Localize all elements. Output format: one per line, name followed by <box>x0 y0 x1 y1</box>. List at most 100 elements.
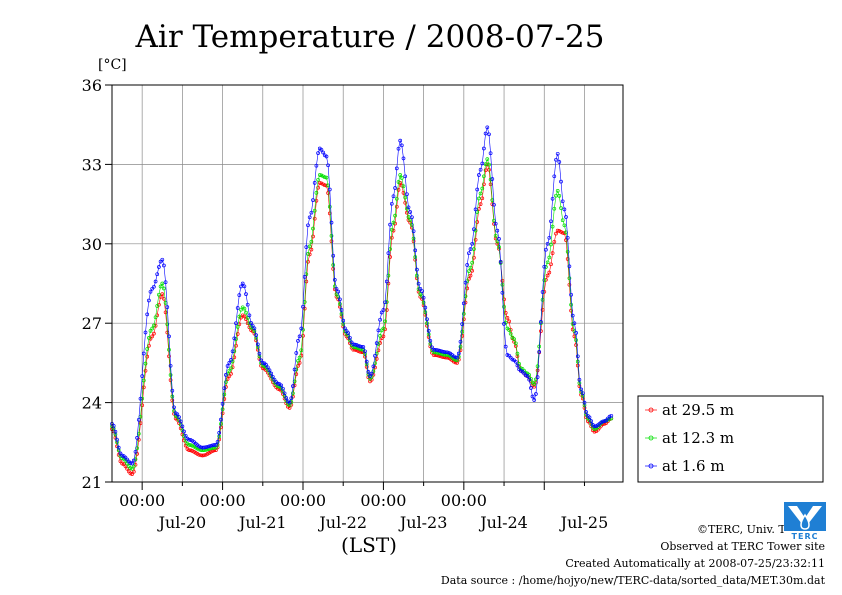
series-1-point-29 <box>158 284 163 289</box>
series-2-point-231 <box>497 237 501 241</box>
series-2-point-135 <box>336 289 341 294</box>
series-2-point-80 <box>244 292 248 296</box>
series-1-point-163 <box>383 319 387 324</box>
x-day-label-3: Jul-23 <box>398 513 448 532</box>
series-2-point-22 <box>147 298 151 303</box>
series-2-point-28 <box>157 265 161 269</box>
series-2-point-15 <box>135 436 139 440</box>
series-2-point-188 <box>425 317 429 322</box>
series-2-point-85 <box>252 326 257 331</box>
series-1-point-214 <box>468 265 473 270</box>
series-1-point-186 <box>421 300 426 305</box>
series-2-point-146 <box>354 343 359 347</box>
series-0-point-114 <box>301 333 305 338</box>
series-1-point-108 <box>291 391 295 396</box>
series-1-point-4 <box>116 448 121 453</box>
series-0-point-164 <box>384 308 389 312</box>
series-2-point-14 <box>133 449 138 454</box>
series-2-point-17 <box>138 396 143 401</box>
series-2-point-268 <box>559 179 563 184</box>
series-1-point-260 <box>545 260 550 265</box>
series-0-point-75 <box>235 332 240 336</box>
series-2-point-155 <box>369 371 374 376</box>
series-1-point-162 <box>381 326 386 331</box>
series-0-point-74 <box>234 343 238 348</box>
series-1-point-111 <box>296 358 300 363</box>
series-2-point-21 <box>145 312 150 317</box>
series-2-point-249 <box>527 377 532 382</box>
series-2-point-132 <box>331 253 336 258</box>
series-2-point-165 <box>386 251 391 255</box>
x-day-label-5: Jul-25 <box>559 513 609 532</box>
series-0-point-21 <box>145 354 150 359</box>
series-0-point-212 <box>465 286 470 291</box>
series-2-point-36 <box>170 388 175 393</box>
series-1-point-238 <box>508 331 513 336</box>
series-2-point-229 <box>493 221 498 226</box>
series-0-point-129 <box>326 191 330 195</box>
y-tick-label-1: 24 <box>82 394 102 413</box>
series-2-point-200 <box>445 350 449 355</box>
series-2-point-82 <box>247 313 252 318</box>
series-2-point-253 <box>534 392 538 396</box>
series-1-point-211 <box>463 294 468 299</box>
series-2-point-178 <box>408 210 413 214</box>
series-1-point-241 <box>513 341 518 346</box>
series-1-point-117 <box>306 252 310 256</box>
series-2-point-110 <box>294 351 299 355</box>
series-2-point-4 <box>116 445 121 450</box>
series-0-point-67 <box>222 397 227 401</box>
series-2-point-96 <box>270 374 275 379</box>
series-2-point-217 <box>473 207 478 212</box>
series-2-point-150 <box>361 345 366 349</box>
series-layer <box>110 125 614 476</box>
series-2-point-278 <box>575 354 580 359</box>
series-2-point-236 <box>505 353 510 357</box>
series-2-point-125 <box>319 147 324 152</box>
series-2-point-81 <box>245 302 250 307</box>
y-axis-ticks: 21 24 27 30 33 36 <box>82 76 112 492</box>
series-2-point-208 <box>458 339 463 344</box>
series-1-point-128 <box>324 175 329 180</box>
series-2-point-215 <box>470 241 475 246</box>
series-2-point-224 <box>485 125 490 130</box>
series-0-point-12 <box>130 472 134 476</box>
series-1-point-277 <box>574 338 578 342</box>
series-1-point-122 <box>314 191 319 195</box>
series-0-point-225 <box>487 167 491 172</box>
series-1-point-233 <box>500 282 505 287</box>
series-0-point-260 <box>545 273 550 278</box>
series-2-point-2 <box>113 429 118 434</box>
series-1-point-267 <box>557 194 562 198</box>
series-1-point-137 <box>339 312 344 316</box>
series-2-point-277 <box>574 331 578 335</box>
series-1-point-76 <box>237 314 242 319</box>
series-2-point-179 <box>410 215 414 220</box>
series-0-point-218 <box>475 220 480 224</box>
series-0-point-176 <box>405 210 409 215</box>
series-0-point-13 <box>131 469 136 474</box>
series-1-point-263 <box>550 224 555 229</box>
series-0-point-175 <box>403 200 408 205</box>
series-0-point-261 <box>547 270 552 275</box>
series-2-point-145 <box>353 342 357 347</box>
series-1-point-229 <box>493 233 498 238</box>
series-1-point-270 <box>562 223 567 228</box>
series-2-point-214 <box>468 247 473 251</box>
series-1-point-135 <box>336 294 341 299</box>
series-1-point-252 <box>532 382 537 386</box>
series-2-point-57 <box>205 444 210 449</box>
series-2-point-171 <box>396 146 401 151</box>
series-1-point-136 <box>338 302 342 306</box>
series-2-point-12 <box>130 461 134 466</box>
series-2-point-11 <box>128 461 133 465</box>
series-1-point-65 <box>219 422 223 426</box>
grid-lines <box>112 85 623 482</box>
series-1-point-231 <box>497 245 501 249</box>
series-2-point-167 <box>389 201 394 206</box>
series-2-point-254 <box>535 375 540 379</box>
series-1-point-169 <box>393 213 397 218</box>
series-2-point-30 <box>160 257 165 262</box>
x-day-label-4: Jul-24 <box>478 513 528 532</box>
